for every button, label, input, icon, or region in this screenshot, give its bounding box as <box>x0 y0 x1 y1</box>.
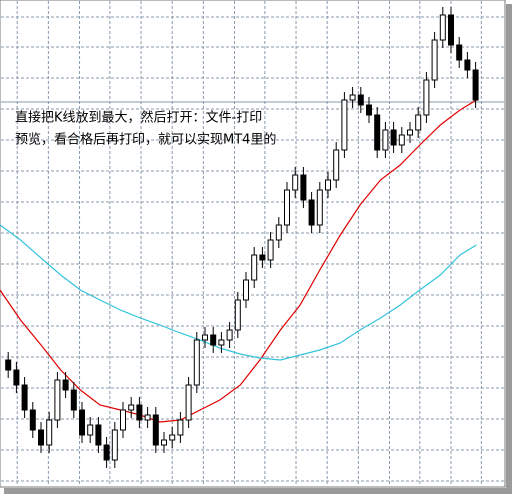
candle-body <box>177 419 184 436</box>
candle-body <box>185 384 192 421</box>
moving-averages <box>0 99 477 423</box>
candle-body <box>398 134 405 146</box>
frame <box>0 0 506 488</box>
candle-body <box>366 104 372 116</box>
candle-body <box>13 369 20 386</box>
candle-body <box>152 414 159 446</box>
candle-body <box>234 299 241 331</box>
candle-body <box>251 254 258 281</box>
frame-shadow <box>4 488 512 494</box>
candle-body <box>275 224 282 241</box>
candle-body <box>472 69 479 101</box>
candle-body <box>325 179 331 191</box>
candle-body <box>448 14 454 46</box>
candle-body <box>62 379 69 391</box>
candle-body <box>439 14 446 41</box>
candle-body <box>111 429 118 461</box>
candle-body <box>128 404 135 411</box>
candle-body <box>407 129 413 136</box>
candle-body <box>357 94 364 106</box>
candle-body <box>284 189 290 226</box>
candle-body <box>161 439 167 446</box>
candle-body <box>300 174 307 201</box>
candle-body <box>103 444 110 461</box>
candle-body <box>21 384 28 411</box>
candle-body <box>169 434 176 441</box>
candle-body <box>38 429 44 446</box>
candle-body <box>390 129 397 146</box>
candle-body <box>308 199 315 226</box>
candle-body <box>374 114 381 151</box>
candle-body <box>70 389 77 411</box>
candle-body <box>226 329 233 341</box>
candle-body <box>95 424 102 446</box>
candle-body <box>423 79 430 116</box>
candle-body <box>87 424 94 436</box>
candle-body <box>333 149 340 181</box>
candle-body <box>267 239 274 261</box>
annotation: 直接把K线放到最大，然后打开：文件-打印 <box>15 110 262 126</box>
candle-body <box>382 129 389 151</box>
candle-body <box>243 279 249 301</box>
candle-body <box>464 59 471 71</box>
candle-body <box>210 334 217 346</box>
candle-body <box>316 189 323 226</box>
candle-body <box>292 174 299 191</box>
candle-body <box>193 339 200 386</box>
candle-body <box>431 39 438 81</box>
candle-body <box>46 419 53 446</box>
candle-body <box>5 359 12 371</box>
candle-body <box>456 44 463 61</box>
moving-average <box>0 99 477 423</box>
frame-shadow <box>506 4 512 494</box>
moving-average <box>0 224 477 361</box>
annotation: 预览，看合格后再打印，就可以实现MT4里的 <box>15 132 276 148</box>
candle-body <box>218 339 225 346</box>
candle-body <box>202 334 208 341</box>
candle-body <box>136 404 143 421</box>
candle-body <box>29 409 36 431</box>
candle-body <box>120 409 126 431</box>
candle-body <box>144 414 151 421</box>
candle-body <box>79 409 85 436</box>
candle-body <box>259 254 266 261</box>
candle-body <box>415 114 422 131</box>
candle-body <box>349 94 356 101</box>
candle-body <box>341 99 348 151</box>
grid <box>1 1 504 486</box>
candle-body <box>54 379 61 421</box>
candles <box>5 7 479 468</box>
